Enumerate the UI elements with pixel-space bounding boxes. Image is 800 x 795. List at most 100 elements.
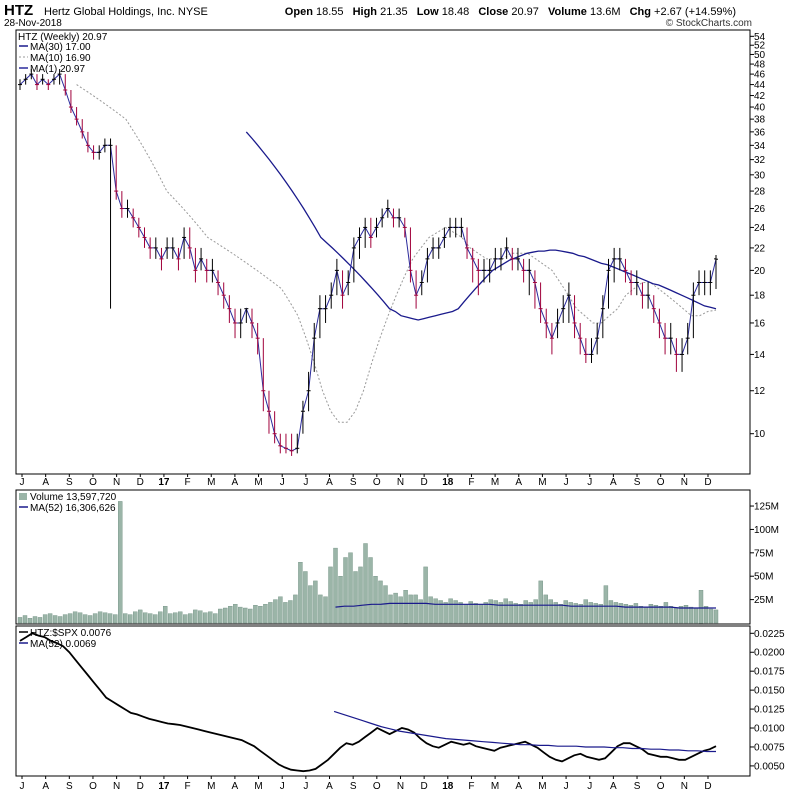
volume-bar	[117, 501, 123, 624]
volume-bar	[478, 604, 483, 624]
price-tick-label: 44	[754, 80, 766, 91]
ohlc-bar	[187, 227, 192, 259]
volume-bar	[203, 612, 208, 624]
volume-bar	[37, 617, 43, 624]
price-tick-label: 20	[754, 266, 766, 277]
ohlc-bar	[436, 237, 441, 259]
volume-bar	[107, 613, 113, 624]
price-tick-label: 14	[754, 350, 766, 361]
price-x-label: M	[254, 477, 262, 488]
ohlc-bar	[527, 258, 532, 296]
volume-bar	[52, 615, 58, 624]
ohlc-bar	[397, 208, 402, 228]
legend-ma30: MA(30) 17.00	[30, 42, 91, 53]
price-tick-label: 54	[754, 32, 766, 43]
volume-bar	[598, 604, 603, 624]
chg-value: +2.67 (+14.59%)	[654, 6, 736, 18]
ohlc-bar	[555, 308, 560, 339]
volume-bar	[608, 600, 614, 624]
ratio-x-label: S	[350, 781, 357, 792]
ohlc-bar	[498, 247, 503, 271]
ohlc-bar	[538, 282, 543, 323]
volume-bar	[333, 547, 338, 624]
price-x-label: M	[491, 477, 499, 488]
ohlc-bar	[685, 322, 690, 355]
ohlc-bar	[283, 433, 288, 454]
volume-bar	[578, 604, 583, 624]
volume-bar	[703, 606, 709, 624]
legend-volume-swatch	[19, 493, 27, 500]
volume-bar	[538, 580, 543, 624]
ohlc-bar	[572, 295, 577, 339]
volume-bar	[438, 600, 443, 624]
volume-bar	[648, 604, 654, 624]
high-label: High	[352, 6, 378, 18]
volume-bar	[588, 602, 593, 624]
company-label: Hertz Global Holdings, Inc.	[44, 6, 175, 18]
price-x-label: A	[232, 477, 239, 488]
ohlc-bar	[680, 338, 685, 372]
ohlc-bar	[697, 270, 702, 296]
ratio-x-label: N	[681, 781, 688, 792]
price-tick-label: 50	[754, 50, 766, 61]
ratio-x-label: A	[610, 781, 617, 792]
legend-volume: Volume 13,597,720	[30, 492, 117, 503]
volume-bar	[603, 585, 609, 624]
ohlc-bar	[351, 237, 356, 283]
volume-bar	[348, 552, 353, 624]
volume-bar	[157, 611, 163, 624]
ohlc-bar	[663, 322, 668, 355]
volume-bar	[513, 603, 518, 624]
ratio-x-label: A	[42, 781, 49, 792]
price-tick-label: 22	[754, 243, 766, 254]
volume-bar	[668, 606, 674, 624]
ohlc-bar	[629, 270, 634, 296]
volume-bar	[193, 609, 198, 624]
ohlc-bar	[278, 433, 283, 454]
volume-bar	[112, 614, 118, 624]
volume-bar	[273, 599, 278, 624]
price-x-label: D	[421, 477, 428, 488]
volume-bar	[283, 602, 288, 624]
ohlc-bar	[57, 69, 62, 85]
volume-bar	[698, 590, 704, 624]
ohlc-bar	[414, 270, 419, 309]
legend-ratio: HTZ:$SPX 0.0076	[30, 628, 112, 639]
ratio-x-label: J	[564, 781, 569, 792]
ohlc-bar	[153, 237, 158, 259]
volume-bar	[583, 599, 588, 624]
ohlc-bar	[255, 322, 260, 355]
ohlc-bar	[419, 270, 424, 296]
ohlc-bar	[85, 131, 90, 153]
volume-bar	[72, 611, 78, 624]
volume-bar	[543, 594, 548, 624]
legend-price: HTZ (Weekly) 20.97	[18, 32, 108, 43]
ratio-x-label: J	[280, 781, 285, 792]
ohlc-bar	[634, 270, 639, 296]
price-x-label: D	[137, 477, 144, 488]
volume-bar	[263, 604, 268, 624]
volume-bar	[368, 557, 373, 624]
volume-bar	[293, 594, 298, 624]
close-label: Close	[478, 6, 509, 18]
volume-bar	[683, 605, 689, 624]
price-x-label: 18	[442, 477, 454, 488]
legend-ma1: MA(1) 20.97	[30, 64, 85, 75]
ohlc-bar	[300, 400, 305, 434]
ohlc-bar	[465, 227, 470, 259]
volume-bar	[468, 601, 473, 624]
price-tick-label: 52	[754, 41, 766, 52]
price-x-label: S	[350, 477, 357, 488]
volume-bar	[398, 596, 403, 624]
ohlc-bar	[346, 270, 351, 296]
volume-bar	[288, 600, 293, 624]
ohlc-bar	[606, 258, 611, 309]
price-tick-label: 24	[754, 223, 766, 234]
volume-bar	[558, 604, 563, 624]
volume-bar	[258, 606, 263, 624]
volume-bar	[338, 576, 343, 624]
ohlc-bar	[493, 247, 498, 271]
volume-bar	[453, 600, 458, 624]
ratio-x-label: O	[89, 781, 97, 792]
ratio-x-label: S	[634, 781, 641, 792]
